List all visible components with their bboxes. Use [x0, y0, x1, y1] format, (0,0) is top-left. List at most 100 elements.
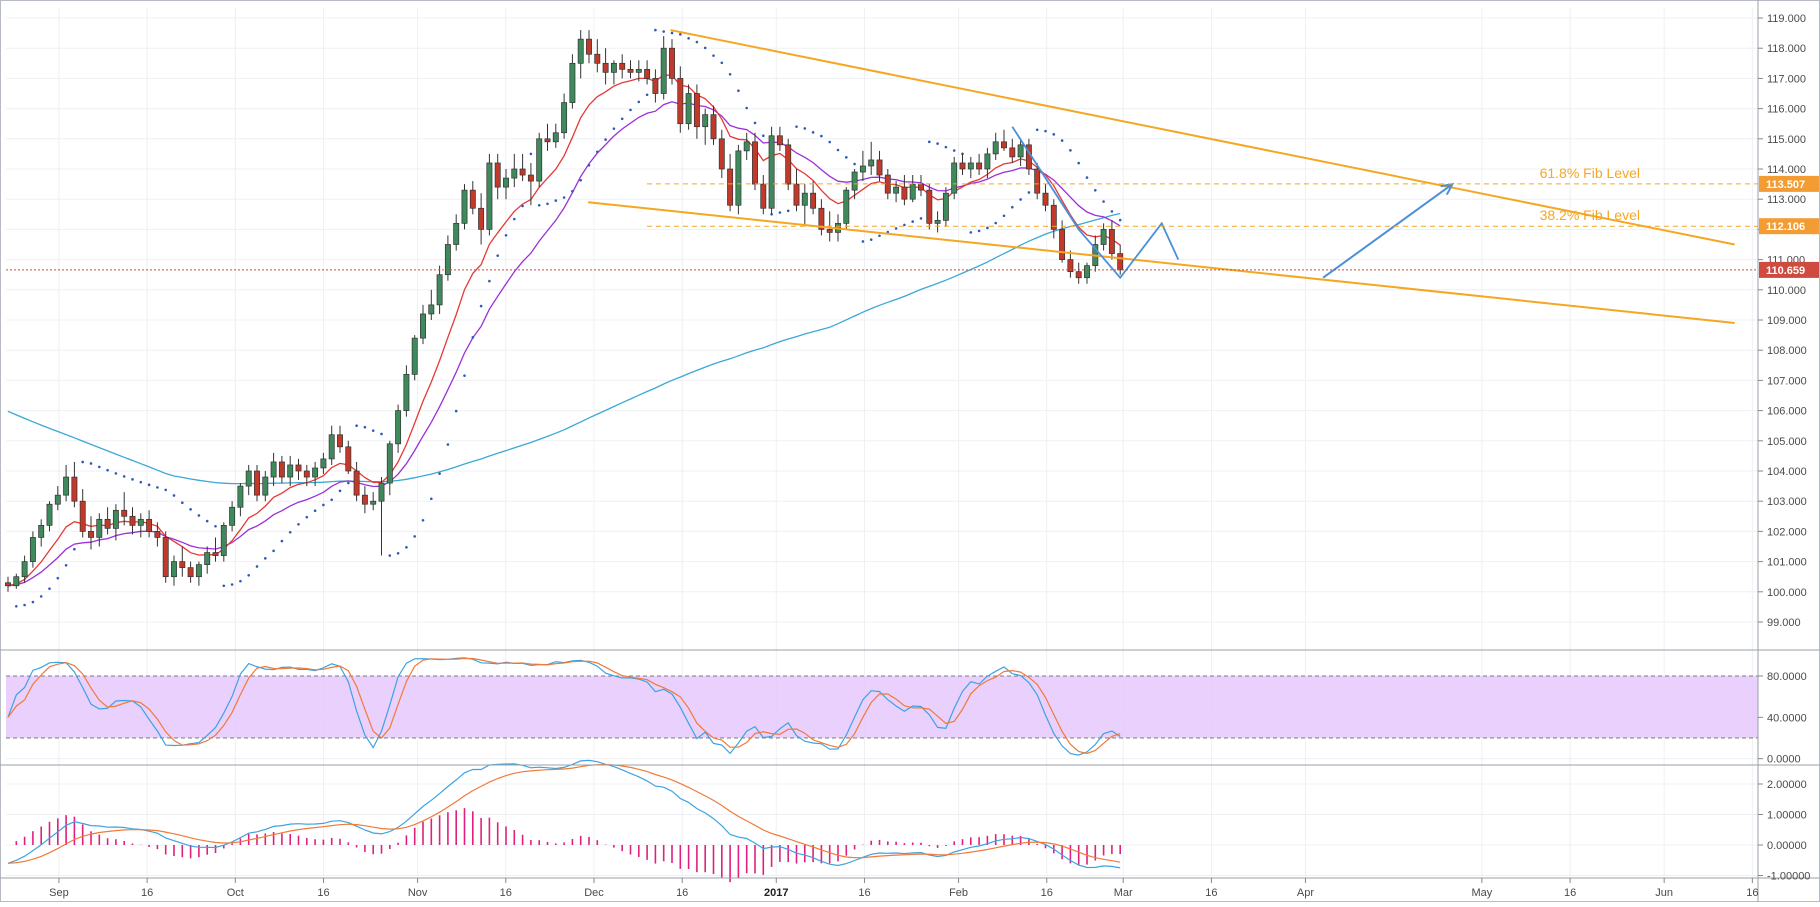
- candle-body[interactable]: [1017, 144, 1024, 158]
- candle-body[interactable]: [469, 189, 476, 209]
- candle-body[interactable]: [254, 470, 260, 496]
- candle-body[interactable]: [901, 186, 908, 200]
- candle-body[interactable]: [79, 500, 86, 532]
- candle-body[interactable]: [361, 494, 368, 505]
- candle-body[interactable]: [951, 162, 958, 194]
- candle-body[interactable]: [619, 62, 626, 70]
- candle-body[interactable]: [29, 537, 36, 562]
- candle-body[interactable]: [552, 132, 559, 143]
- candle-body[interactable]: [735, 150, 742, 206]
- candle-body[interactable]: [602, 62, 609, 73]
- candle-body[interactable]: [1001, 141, 1007, 149]
- candle-body[interactable]: [710, 114, 717, 140]
- candle-body[interactable]: [776, 135, 783, 146]
- candle-body[interactable]: [444, 244, 451, 276]
- candle-body[interactable]: [154, 531, 161, 538]
- candle-body[interactable]: [942, 192, 949, 221]
- candle-body[interactable]: [967, 162, 974, 170]
- candle-body[interactable]: [635, 68, 642, 73]
- candle-body[interactable]: [420, 313, 426, 339]
- candle-body[interactable]: [270, 461, 277, 478]
- candle-body[interactable]: [785, 144, 792, 185]
- candle-body[interactable]: [453, 223, 460, 245]
- candle-body[interactable]: [146, 518, 153, 532]
- candle-body[interactable]: [718, 138, 725, 170]
- candle-body[interactable]: [386, 443, 393, 484]
- candle-body[interactable]: [934, 219, 941, 224]
- candle-body[interactable]: [96, 518, 103, 538]
- candle-body[interactable]: [1117, 253, 1124, 271]
- candle-body[interactable]: [1059, 229, 1066, 260]
- candle-body[interactable]: [212, 552, 219, 556]
- candle-body[interactable]: [1034, 168, 1041, 194]
- candles[interactable]: [5, 30, 1124, 592]
- candle-body[interactable]: [486, 162, 493, 230]
- candle-body[interactable]: [768, 135, 775, 209]
- candle-body[interactable]: [959, 162, 966, 170]
- candle-body[interactable]: [918, 183, 924, 191]
- candle-body[interactable]: [229, 506, 236, 526]
- candle-body[interactable]: [685, 93, 692, 125]
- candle-body[interactable]: [669, 47, 675, 79]
- annotations[interactable]: 61.8% Fib Level 38.2% Fib Level: [6, 29, 1758, 325]
- candle-body[interactable]: [220, 525, 227, 556]
- candle-body[interactable]: [478, 207, 485, 230]
- candle-body[interactable]: [428, 304, 435, 315]
- candle-body[interactable]: [727, 168, 734, 206]
- candle-body[interactable]: [677, 78, 684, 125]
- candle-body[interactable]: [162, 537, 169, 578]
- candle-body[interactable]: [54, 494, 61, 505]
- candle-body[interactable]: [752, 141, 758, 185]
- candle-body[interactable]: [884, 174, 891, 194]
- candle-body[interactable]: [660, 47, 667, 94]
- candle-body[interactable]: [976, 162, 983, 170]
- candle-body[interactable]: [536, 138, 543, 182]
- candle-body[interactable]: [627, 68, 634, 73]
- channel-upper-line[interactable]: [670, 29, 1735, 246]
- candle-body[interactable]: [112, 509, 119, 529]
- candle-body[interactable]: [577, 38, 584, 64]
- candle-body[interactable]: [801, 192, 808, 206]
- candle-body[interactable]: [843, 189, 850, 224]
- candle-body[interactable]: [818, 207, 825, 230]
- candle-body[interactable]: [893, 186, 900, 194]
- candle-body[interactable]: [395, 410, 402, 445]
- candle-body[interactable]: [337, 434, 343, 448]
- candle-body[interactable]: [527, 174, 534, 182]
- channel-lower-line[interactable]: [588, 201, 1735, 325]
- candle-body[interactable]: [204, 552, 211, 565]
- candle-body[interactable]: [992, 141, 999, 155]
- candle-body[interactable]: [320, 458, 327, 469]
- candle-body[interactable]: [71, 476, 78, 502]
- candle-body[interactable]: [370, 500, 377, 505]
- candle-body[interactable]: [1050, 204, 1057, 230]
- candle-body[interactable]: [826, 229, 833, 233]
- candle-body[interactable]: [644, 68, 651, 79]
- candle-body[interactable]: [378, 482, 385, 502]
- candle-body[interactable]: [195, 564, 202, 578]
- candle-body[interactable]: [1108, 229, 1115, 254]
- candle-body[interactable]: [303, 470, 310, 478]
- candle-body[interactable]: [328, 434, 335, 460]
- candle-body[interactable]: [1067, 259, 1074, 273]
- candle-body[interactable]: [13, 576, 20, 587]
- candle-body[interactable]: [295, 464, 302, 472]
- candle-body[interactable]: [926, 189, 933, 224]
- candle-body[interactable]: [610, 62, 617, 73]
- candle-body[interactable]: [693, 93, 700, 128]
- candle-body[interactable]: [436, 274, 443, 306]
- candle-body[interactable]: [187, 567, 194, 578]
- candle-body[interactable]: [1009, 147, 1016, 158]
- candle-body[interactable]: [38, 525, 45, 538]
- candle-body[interactable]: [868, 159, 875, 167]
- candle-body[interactable]: [179, 561, 186, 568]
- candle-body[interactable]: [1075, 271, 1082, 279]
- candle-body[interactable]: [569, 62, 576, 103]
- candle-body[interactable]: [544, 138, 551, 143]
- candle-body[interactable]: [859, 165, 866, 173]
- candle-body[interactable]: [171, 561, 177, 578]
- candle-body[interactable]: [5, 582, 11, 587]
- candle-body[interactable]: [411, 337, 418, 375]
- candle-body[interactable]: [519, 168, 526, 176]
